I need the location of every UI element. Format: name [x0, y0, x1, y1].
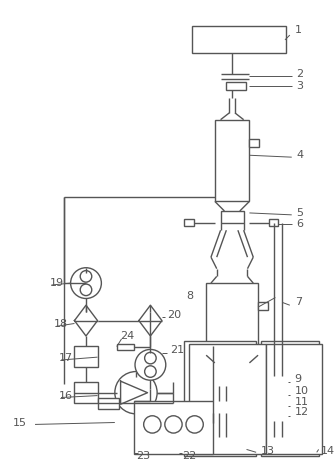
- Circle shape: [186, 416, 203, 433]
- Circle shape: [71, 268, 101, 298]
- Bar: [206, 283, 258, 355]
- Text: 8: 8: [186, 291, 193, 301]
- Circle shape: [115, 371, 157, 414]
- Circle shape: [80, 270, 92, 282]
- Circle shape: [144, 366, 156, 377]
- Bar: [75, 382, 97, 403]
- Bar: [266, 344, 322, 454]
- Bar: [215, 120, 249, 202]
- Text: 14: 14: [321, 447, 335, 456]
- Bar: [212, 363, 252, 374]
- Circle shape: [144, 416, 161, 433]
- Text: 16: 16: [59, 391, 73, 401]
- Bar: [189, 344, 266, 454]
- Bar: [261, 341, 319, 456]
- Bar: [117, 344, 134, 350]
- Text: 6: 6: [297, 219, 303, 229]
- Bar: [269, 390, 288, 399]
- Circle shape: [144, 352, 156, 364]
- Text: 19: 19: [49, 278, 64, 288]
- Bar: [134, 401, 213, 454]
- Text: 5: 5: [297, 208, 303, 218]
- Text: 18: 18: [54, 320, 69, 329]
- Text: 9: 9: [295, 374, 302, 384]
- Bar: [97, 397, 119, 409]
- Bar: [220, 211, 244, 222]
- Bar: [213, 401, 259, 413]
- Bar: [269, 376, 288, 388]
- Bar: [212, 374, 252, 386]
- Text: 24: 24: [121, 331, 135, 341]
- Text: 13: 13: [261, 447, 275, 456]
- Text: 17: 17: [59, 353, 73, 363]
- Bar: [258, 303, 268, 310]
- Text: 3: 3: [297, 81, 303, 91]
- Bar: [226, 82, 246, 90]
- Text: 1: 1: [295, 25, 302, 35]
- Text: 22: 22: [182, 451, 196, 461]
- Circle shape: [80, 284, 92, 295]
- Circle shape: [165, 416, 182, 433]
- Text: 4: 4: [297, 150, 304, 160]
- Bar: [184, 219, 194, 227]
- Circle shape: [135, 349, 166, 380]
- Bar: [269, 219, 278, 227]
- Bar: [249, 139, 259, 147]
- Text: 7: 7: [295, 297, 302, 307]
- Text: 12: 12: [295, 407, 309, 417]
- Bar: [192, 26, 286, 53]
- Bar: [184, 341, 256, 456]
- Text: 10: 10: [295, 386, 308, 396]
- Text: 20: 20: [167, 310, 181, 320]
- Text: 23: 23: [136, 451, 150, 461]
- Text: 15: 15: [13, 418, 27, 428]
- Text: 2: 2: [297, 69, 304, 79]
- Text: 11: 11: [295, 397, 308, 407]
- Text: 21: 21: [170, 346, 184, 355]
- Bar: [75, 346, 97, 367]
- Bar: [269, 411, 288, 421]
- Bar: [269, 401, 288, 411]
